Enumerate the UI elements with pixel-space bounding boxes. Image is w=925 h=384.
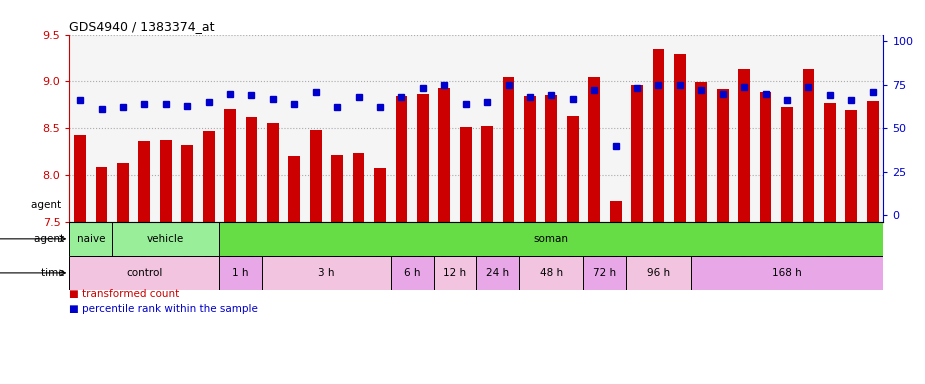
Text: 48 h: 48 h — [540, 268, 563, 278]
Text: naive: naive — [77, 234, 105, 244]
Bar — [519, 256, 584, 290]
Bar — [310, 130, 322, 222]
Bar — [74, 135, 86, 222]
Bar — [289, 156, 301, 222]
Bar — [738, 69, 750, 222]
Text: agent: agent — [31, 200, 65, 210]
Bar — [481, 126, 493, 222]
Text: GDS4940 / 1383374_at: GDS4940 / 1383374_at — [69, 20, 215, 33]
Bar — [717, 89, 729, 222]
Text: 96 h: 96 h — [647, 268, 670, 278]
Bar — [567, 116, 579, 222]
Bar — [588, 77, 600, 222]
Bar — [417, 94, 428, 222]
Bar — [845, 111, 857, 222]
Bar — [434, 256, 476, 290]
Text: 24 h: 24 h — [487, 268, 510, 278]
Bar — [696, 82, 708, 222]
Text: 6 h: 6 h — [404, 268, 420, 278]
Bar — [219, 256, 262, 290]
Bar — [584, 256, 626, 290]
Text: vehicle: vehicle — [147, 234, 184, 244]
Bar — [267, 122, 278, 222]
Bar — [524, 96, 536, 222]
Bar — [626, 256, 691, 290]
Text: time: time — [41, 268, 68, 278]
Bar — [203, 131, 215, 222]
Text: control: control — [126, 268, 163, 278]
Bar — [117, 163, 129, 222]
Text: 168 h: 168 h — [772, 268, 802, 278]
Bar — [112, 222, 219, 256]
Text: 1 h: 1 h — [232, 268, 249, 278]
Text: 72 h: 72 h — [593, 268, 616, 278]
Bar — [476, 256, 519, 290]
Bar — [781, 107, 793, 222]
Text: ■ percentile rank within the sample: ■ percentile rank within the sample — [69, 304, 258, 314]
Bar — [224, 109, 236, 222]
Bar — [390, 256, 434, 290]
Text: soman: soman — [534, 234, 569, 244]
Bar — [374, 167, 386, 222]
Bar — [824, 103, 835, 222]
Bar — [867, 101, 879, 222]
Text: agent: agent — [34, 234, 68, 244]
Bar — [460, 127, 472, 222]
Bar — [160, 141, 172, 222]
Bar — [759, 92, 771, 222]
Bar — [396, 96, 407, 222]
Bar — [219, 222, 883, 256]
Text: 3 h: 3 h — [318, 268, 335, 278]
Bar — [502, 77, 514, 222]
Bar — [352, 152, 364, 222]
Bar — [69, 256, 219, 290]
Bar — [803, 69, 814, 222]
Bar — [546, 95, 557, 222]
Bar — [262, 256, 390, 290]
Bar — [95, 167, 107, 222]
Text: 12 h: 12 h — [443, 268, 466, 278]
Bar — [69, 222, 112, 256]
Bar — [652, 49, 664, 222]
Bar — [139, 141, 150, 222]
Bar — [245, 117, 257, 222]
Text: ■ transformed count: ■ transformed count — [69, 289, 179, 299]
Bar — [181, 145, 193, 222]
Bar — [331, 156, 343, 222]
Bar — [691, 256, 883, 290]
Bar — [631, 85, 643, 222]
Bar — [438, 88, 450, 222]
Bar — [674, 54, 685, 222]
Bar — [610, 201, 622, 222]
